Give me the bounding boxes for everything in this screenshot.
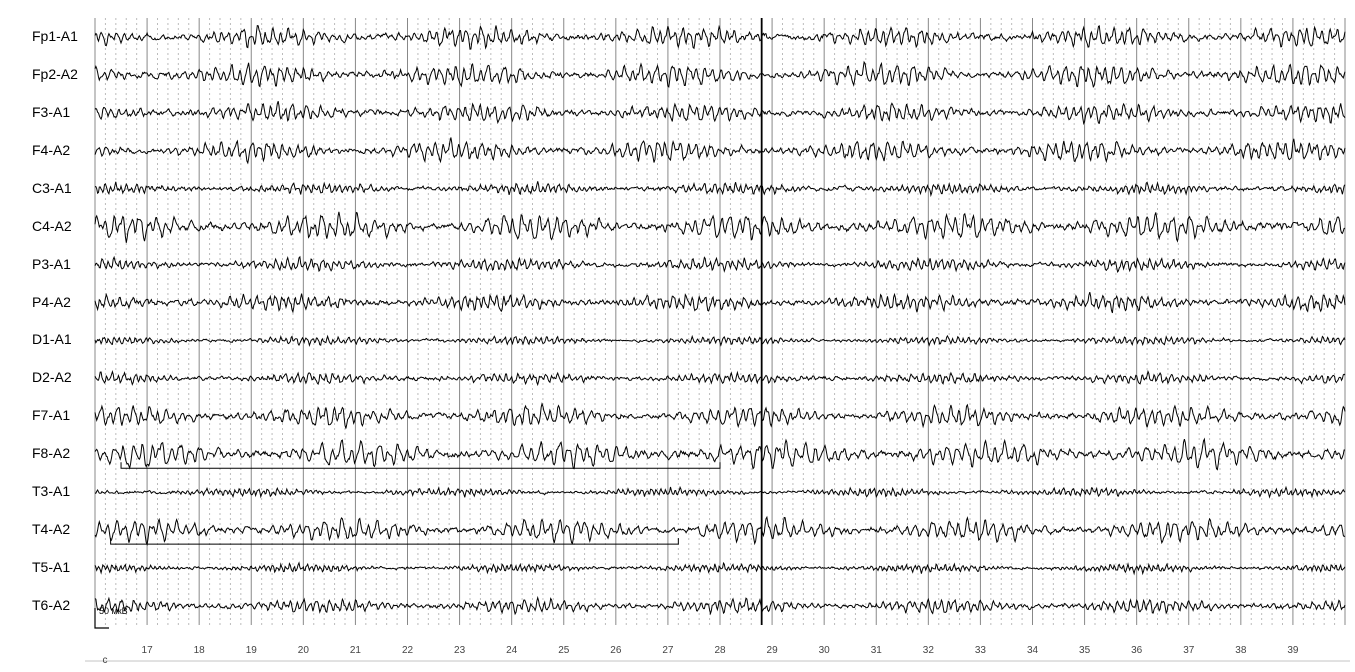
x-tick-label: 28 bbox=[714, 645, 725, 656]
channel-label: P3-A1 bbox=[32, 256, 71, 272]
x-tick-label: 24 bbox=[506, 645, 517, 656]
x-tick-label: 29 bbox=[767, 645, 778, 656]
x-tick-label: 25 bbox=[558, 645, 569, 656]
channel-label: Fp1-A1 bbox=[32, 28, 78, 44]
channel-label: T5-A1 bbox=[32, 559, 70, 575]
x-tick-label: 19 bbox=[246, 645, 257, 656]
eeg-chart: Fp1-A1 Fp2-A2 F3-A1 F4-A2 C3-A1 C4-A2 P3-A1 P4-… bbox=[0, 0, 1355, 672]
x-tick-label: 18 bbox=[194, 645, 205, 656]
channel-label: F4-A2 bbox=[32, 142, 70, 158]
channel-label: C3-A1 bbox=[32, 180, 72, 196]
x-tick-label: 30 bbox=[819, 645, 830, 656]
x-tick-label: 27 bbox=[662, 645, 673, 656]
channel-label: Fp2-A2 bbox=[32, 66, 78, 82]
channel-label: T6-A2 bbox=[32, 597, 70, 613]
x-tick-label: 33 bbox=[975, 645, 986, 656]
scale-bar-label: 50 мкВ bbox=[99, 606, 128, 616]
x-axis-unit: с bbox=[103, 655, 108, 666]
channel-label: C4-A2 bbox=[32, 218, 72, 234]
x-tick-label: 26 bbox=[610, 645, 621, 656]
x-tick-label: 38 bbox=[1235, 645, 1246, 656]
x-tick-label: 37 bbox=[1183, 645, 1194, 656]
x-tick-label: 36 bbox=[1131, 645, 1142, 656]
channel-label: F7-A1 bbox=[32, 407, 70, 423]
x-tick-label: 32 bbox=[923, 645, 934, 656]
x-tick-label: 31 bbox=[871, 645, 882, 656]
x-tick-label: 17 bbox=[142, 645, 153, 656]
channel-label: D1-A1 bbox=[32, 331, 72, 347]
eeg-svg bbox=[0, 0, 1355, 672]
channel-label: P4-A2 bbox=[32, 294, 71, 310]
x-tick-label: 39 bbox=[1287, 645, 1298, 656]
x-tick-label: 21 bbox=[350, 645, 361, 656]
x-tick-label: 35 bbox=[1079, 645, 1090, 656]
x-tick-label: 34 bbox=[1027, 645, 1038, 656]
channel-label: F8-A2 bbox=[32, 445, 70, 461]
x-tick-label: 20 bbox=[298, 645, 309, 656]
channel-label: D2-A2 bbox=[32, 369, 72, 385]
channel-label: F3-A1 bbox=[32, 104, 70, 120]
channel-label: T4-A2 bbox=[32, 521, 70, 537]
channel-label: T3-A1 bbox=[32, 483, 70, 499]
x-tick-label: 23 bbox=[454, 645, 465, 656]
x-tick-label: 22 bbox=[402, 645, 413, 656]
